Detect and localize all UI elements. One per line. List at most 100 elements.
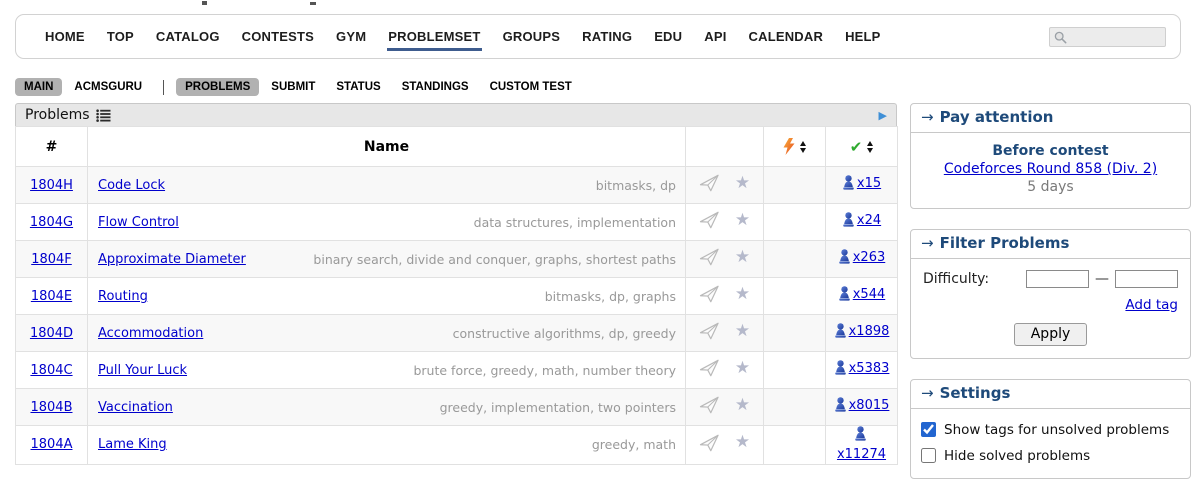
difficulty-cell (763, 166, 826, 204)
problem-id-link[interactable]: 1804E (30, 288, 73, 304)
subnav-separator (163, 79, 165, 95)
problem-name-link[interactable]: Vaccination (98, 399, 173, 415)
submit-paper-plane-icon[interactable] (699, 174, 720, 192)
table-row: 1804F Approximate Diameter binary search… (15, 240, 898, 278)
nav-item[interactable]: EDU (654, 29, 683, 44)
nav-item[interactable]: PROBLEMSET (377, 20, 491, 53)
table-header-row: # Name ✔ (15, 126, 898, 167)
favorite-star-icon[interactable]: ★ (734, 357, 751, 378)
search-box[interactable] (1049, 27, 1166, 47)
difficulty-cell (763, 277, 826, 315)
favorite-star-icon[interactable]: ★ (734, 209, 751, 230)
subnav-item[interactable]: MAIN (15, 78, 63, 96)
problem-id-link[interactable]: 1804A (30, 437, 73, 453)
problem-name-link[interactable]: Routing (98, 288, 148, 304)
favorite-star-icon[interactable]: ★ (734, 172, 751, 193)
submit-paper-plane-icon[interactable] (699, 248, 720, 266)
solver-person-icon (834, 322, 847, 344)
nav-item[interactable]: GYM (336, 29, 367, 44)
favorite-star-icon[interactable]: ★ (734, 283, 751, 304)
subnav-item[interactable]: STANDINGS (401, 81, 469, 93)
before-contest-label: Before contest (992, 143, 1109, 159)
favorite-star-icon[interactable]: ★ (734, 246, 751, 267)
subnav-item[interactable]: PROBLEMS (176, 78, 260, 96)
favorite-star-icon[interactable]: ★ (734, 394, 751, 415)
solved-count-link[interactable]: x24 (842, 211, 881, 233)
submit-paper-plane-icon[interactable] (699, 359, 720, 377)
apply-button[interactable]: Apply (1013, 322, 1088, 346)
problem-id-link[interactable]: 1804B (30, 399, 73, 415)
nav-item[interactable]: HOME (45, 29, 85, 44)
submit-paper-plane-icon[interactable] (699, 285, 720, 303)
difficulty-max-input[interactable] (1115, 269, 1178, 288)
problem-id-link[interactable]: 1804H (30, 177, 73, 193)
problem-tags: brute force, greedy, math, number theory (413, 362, 676, 378)
solved-count-link[interactable]: x544 (838, 285, 885, 307)
problem-id-link[interactable]: 1804C (30, 362, 73, 378)
nav-item[interactable]: TOP (106, 29, 134, 44)
favorite-star-icon[interactable]: ★ (734, 432, 751, 453)
subnav-item[interactable]: CUSTOM TEST (489, 81, 572, 93)
problem-tags: greedy, math (591, 437, 676, 453)
top-navigation-bar: HOME TOP CATALOG CONTESTS GYM PROBLEMSET… (15, 14, 1181, 59)
difficulty-min-input[interactable] (1026, 269, 1089, 288)
solved-count-link[interactable]: x15 (842, 174, 881, 196)
list-settings-icon[interactable] (95, 108, 111, 122)
nav-item[interactable]: CONTESTS (241, 29, 315, 44)
search-input[interactable] (1070, 29, 1162, 45)
nav-item[interactable]: GROUPS (502, 29, 561, 44)
column-header-id: # (15, 126, 88, 167)
problem-id-link[interactable]: 1804G (29, 214, 74, 230)
difficulty-cell (763, 314, 826, 352)
subnav-item[interactable]: ACMSGURU (74, 81, 143, 93)
solved-count-link[interactable]: x5383 (834, 359, 889, 381)
column-header-solved-sort[interactable]: ✔ (825, 126, 898, 167)
settings-header: → Settings (911, 380, 1190, 409)
solver-person-icon (834, 359, 847, 381)
problem-name-link[interactable]: Lame King (98, 437, 167, 453)
settings-option-label: Hide solved problems (944, 447, 1091, 464)
subnav-item[interactable]: STATUS (336, 81, 381, 93)
submit-paper-plane-icon[interactable] (699, 434, 720, 452)
settings-checkbox[interactable] (921, 422, 936, 438)
submit-paper-plane-icon[interactable] (699, 322, 720, 340)
nav-item[interactable]: CALENDAR (748, 29, 824, 44)
settings-option[interactable]: Show tags for unsolved problems (921, 422, 1180, 438)
problem-id-link[interactable]: 1804F (31, 251, 72, 267)
solved-count-link[interactable]: x11274 (833, 426, 891, 464)
problem-tags: data structures, implementation (473, 214, 676, 230)
settings-option[interactable]: Hide solved problems (921, 448, 1180, 464)
problem-id-link[interactable]: 1804D (29, 325, 74, 341)
problem-name-link[interactable]: Pull Your Luck (98, 362, 188, 378)
filter-problems-box: → Filter Problems Difficulty: — Add tag A… (910, 228, 1191, 359)
problem-tags: constructive algorithms, dp, greedy (452, 325, 676, 341)
table-row: 1804H Code Lock bitmasks, dp ★ (15, 166, 898, 204)
problem-name-link[interactable]: Approximate Diameter (98, 251, 246, 267)
nav-item[interactable]: HELP (845, 29, 881, 44)
solver-person-icon (842, 211, 855, 233)
favorite-star-icon[interactable]: ★ (734, 320, 751, 341)
problem-name-link[interactable]: Code Lock (98, 177, 166, 193)
problems-caption-bar: Problems ▶ (15, 103, 897, 126)
settings-box: → Settings Show tags for unsolved problem… (910, 378, 1191, 479)
subnav-site-group: MAIN ACMSGURU (15, 78, 154, 96)
solved-count-link[interactable]: x263 (838, 248, 885, 270)
solved-count-link[interactable]: x1898 (834, 322, 889, 344)
contest-link[interactable]: Codeforces Round 858 (Div. 2) (943, 161, 1158, 178)
submit-paper-plane-icon[interactable] (699, 211, 720, 229)
column-header-difficulty-sort[interactable] (763, 126, 826, 167)
nav-item[interactable]: RATING (582, 29, 633, 44)
settings-checkbox[interactable] (921, 448, 936, 464)
arrow-icon: → (921, 108, 934, 126)
subnav-item[interactable]: SUBMIT (271, 81, 316, 93)
table-row: 1804A Lame King greedy, math ★ (15, 425, 898, 465)
submit-paper-plane-icon[interactable] (699, 396, 720, 414)
nav-item[interactable]: API (704, 29, 727, 44)
solved-count-link[interactable]: x8015 (834, 396, 889, 418)
add-tag-link[interactable]: Add tag (1125, 296, 1178, 313)
expand-arrow-icon[interactable]: ▶ (878, 108, 887, 122)
nav-item[interactable]: CATALOG (155, 29, 220, 44)
difficulty-cell (763, 240, 826, 278)
problem-name-link[interactable]: Flow Control (98, 214, 179, 230)
problem-name-link[interactable]: Accommodation (98, 325, 204, 341)
